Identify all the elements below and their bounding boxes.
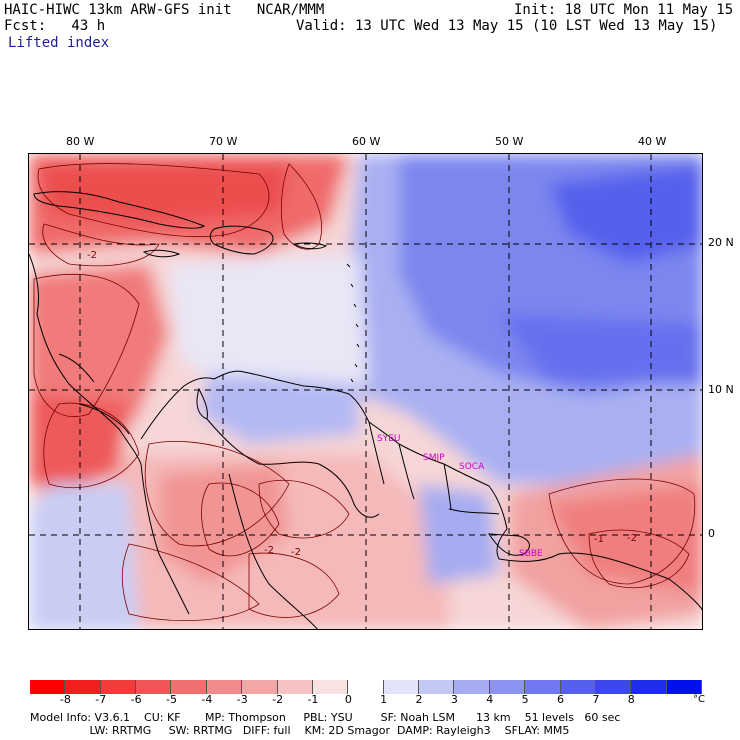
lat-label-10n: 10 N <box>708 383 734 396</box>
model-info-line-2: LW: RRTMG SW: RRTMG DIFF: full KM: 2D Sm… <box>30 724 570 737</box>
colorbar-swatch <box>65 680 101 694</box>
colorbar-swatch <box>560 680 596 694</box>
model-info-line-1: Model Info: V3.6.1 CU: KF MP: Thompson P… <box>30 711 621 724</box>
header-forecast-hour: Fcst: 43 h <box>4 18 106 34</box>
lon-label-60w: 60 W <box>352 135 381 148</box>
lon-label-70w: 70 W <box>209 135 238 148</box>
coastlines <box>29 191 702 629</box>
contour-label: -1 <box>594 534 604 545</box>
lon-label-50w: 50 W <box>495 135 524 148</box>
lon-label-80w: 80 W <box>66 135 95 148</box>
station-label-soca: SOCA <box>459 462 485 472</box>
colorbar-swatch <box>242 680 278 694</box>
colorbar-tick-label: 5 <box>521 693 529 706</box>
colorbar-swatch <box>454 680 490 694</box>
colorbar-tick-label: 1 <box>380 693 388 706</box>
station-label-syeu: SYEU <box>377 434 400 444</box>
station-label-sbbe: SBBE <box>519 549 543 559</box>
header-init-time: Init: 18 UTC Mon 11 May 15 <box>514 2 734 18</box>
header-title: HAIC-HIWC 13km ARW-GFS init NCAR/MMM <box>4 2 325 18</box>
colorbar-swatch <box>595 680 632 694</box>
lifted-index-map: -2 -2 -2 -2 -1 SYEU SMJP SOCA SBBE <box>28 153 703 630</box>
colorbar-swatch <box>666 680 702 694</box>
colorbar-tick-label: -3 <box>236 693 248 706</box>
colorbar-tick-label: -1 <box>307 693 319 706</box>
contour-label: -2 <box>264 545 274 556</box>
colorbar-tick-label: -6 <box>130 693 142 706</box>
colorbar-tick-label: 2 <box>415 693 423 706</box>
header-field-name: Lifted index <box>8 35 110 51</box>
contour-label: -2 <box>87 250 97 261</box>
colorbar-swatch <box>631 680 667 694</box>
colorbar-tick-label: 0 <box>344 693 352 706</box>
lat-label-20n: 20 N <box>708 236 734 249</box>
colorbar-tick-label: 3 <box>450 693 458 706</box>
colorbar-tick-label: 4 <box>486 693 494 706</box>
colorbar-swatch <box>277 680 313 694</box>
colorbar-tick-label: -5 <box>165 693 177 706</box>
colorbar-tick-label: 6 <box>557 693 565 706</box>
colorbar-swatch <box>419 680 455 694</box>
colorbar-swatch <box>100 680 137 694</box>
colorbar-swatch <box>171 680 207 694</box>
station-labels: SYEU SMJP SOCA SBBE <box>377 434 543 559</box>
colorbar-swatch <box>489 680 526 694</box>
colorbar-swatch <box>206 680 243 694</box>
colorbar-tick-label: -8 <box>59 693 71 706</box>
colorbar-swatch <box>383 680 420 694</box>
colorbar-tick-label: -7 <box>95 693 107 706</box>
colorbar-tick-label: 8 <box>627 693 635 706</box>
lon-label-40w: 40 W <box>638 135 667 148</box>
header-valid-time: Valid: 13 UTC Wed 13 May 15 (10 LST Wed … <box>296 18 718 34</box>
colorbar-tick-label: -4 <box>201 693 213 706</box>
contour-label: -2 <box>627 533 637 544</box>
field-shading <box>29 154 702 629</box>
contour-labels: -2 -2 -2 -2 -1 <box>87 250 637 558</box>
colorbar <box>30 680 702 694</box>
colorbar-tick-label: -2 <box>272 693 284 706</box>
colorbar-unit: °C <box>693 694 705 705</box>
colorbar-swatch <box>136 680 172 694</box>
contour-label: -2 <box>291 547 301 558</box>
station-label-smjp: SMJP <box>423 453 445 463</box>
colorbar-swatch <box>525 680 561 694</box>
colorbar-swatch <box>312 680 349 694</box>
lat-label-equator: 0 <box>708 527 715 540</box>
graticule <box>29 154 702 629</box>
colorbar-swatch <box>348 680 384 694</box>
colorbar-swatch <box>30 680 66 694</box>
colorbar-tick-label: 7 <box>592 693 600 706</box>
